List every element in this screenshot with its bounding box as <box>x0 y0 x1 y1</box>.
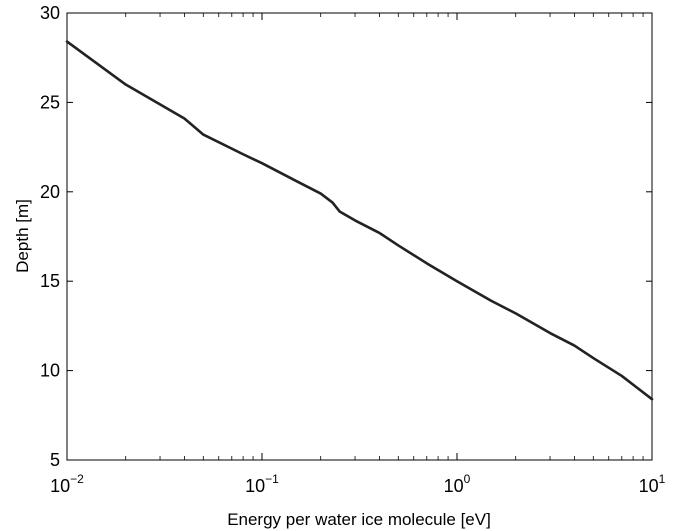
y-tick-label: 10 <box>40 361 60 381</box>
x-tick-label: 10−1 <box>245 472 279 496</box>
x-tick-label: 100 <box>444 472 471 496</box>
x-tick-label: 10−2 <box>50 472 84 496</box>
plot-frame <box>66 12 653 461</box>
y-tick-label: 15 <box>40 271 60 291</box>
ticks <box>66 12 653 461</box>
x-axis-title: Energy per water ice molecule [eV] <box>227 510 491 529</box>
y-tick-label: 30 <box>40 3 60 23</box>
minor-ticks <box>125 13 644 460</box>
x-tick-label: 101 <box>639 472 666 496</box>
tick-labels: 5 10 15 20 25 30 10−2 10−1 100 101 <box>40 3 666 496</box>
y-tick-label: 20 <box>40 182 60 202</box>
series-line <box>65 40 654 401</box>
y-tick-label: 5 <box>50 450 60 470</box>
y-axis-title: Depth [m] <box>13 199 32 273</box>
y-tick-label: 25 <box>40 92 60 112</box>
